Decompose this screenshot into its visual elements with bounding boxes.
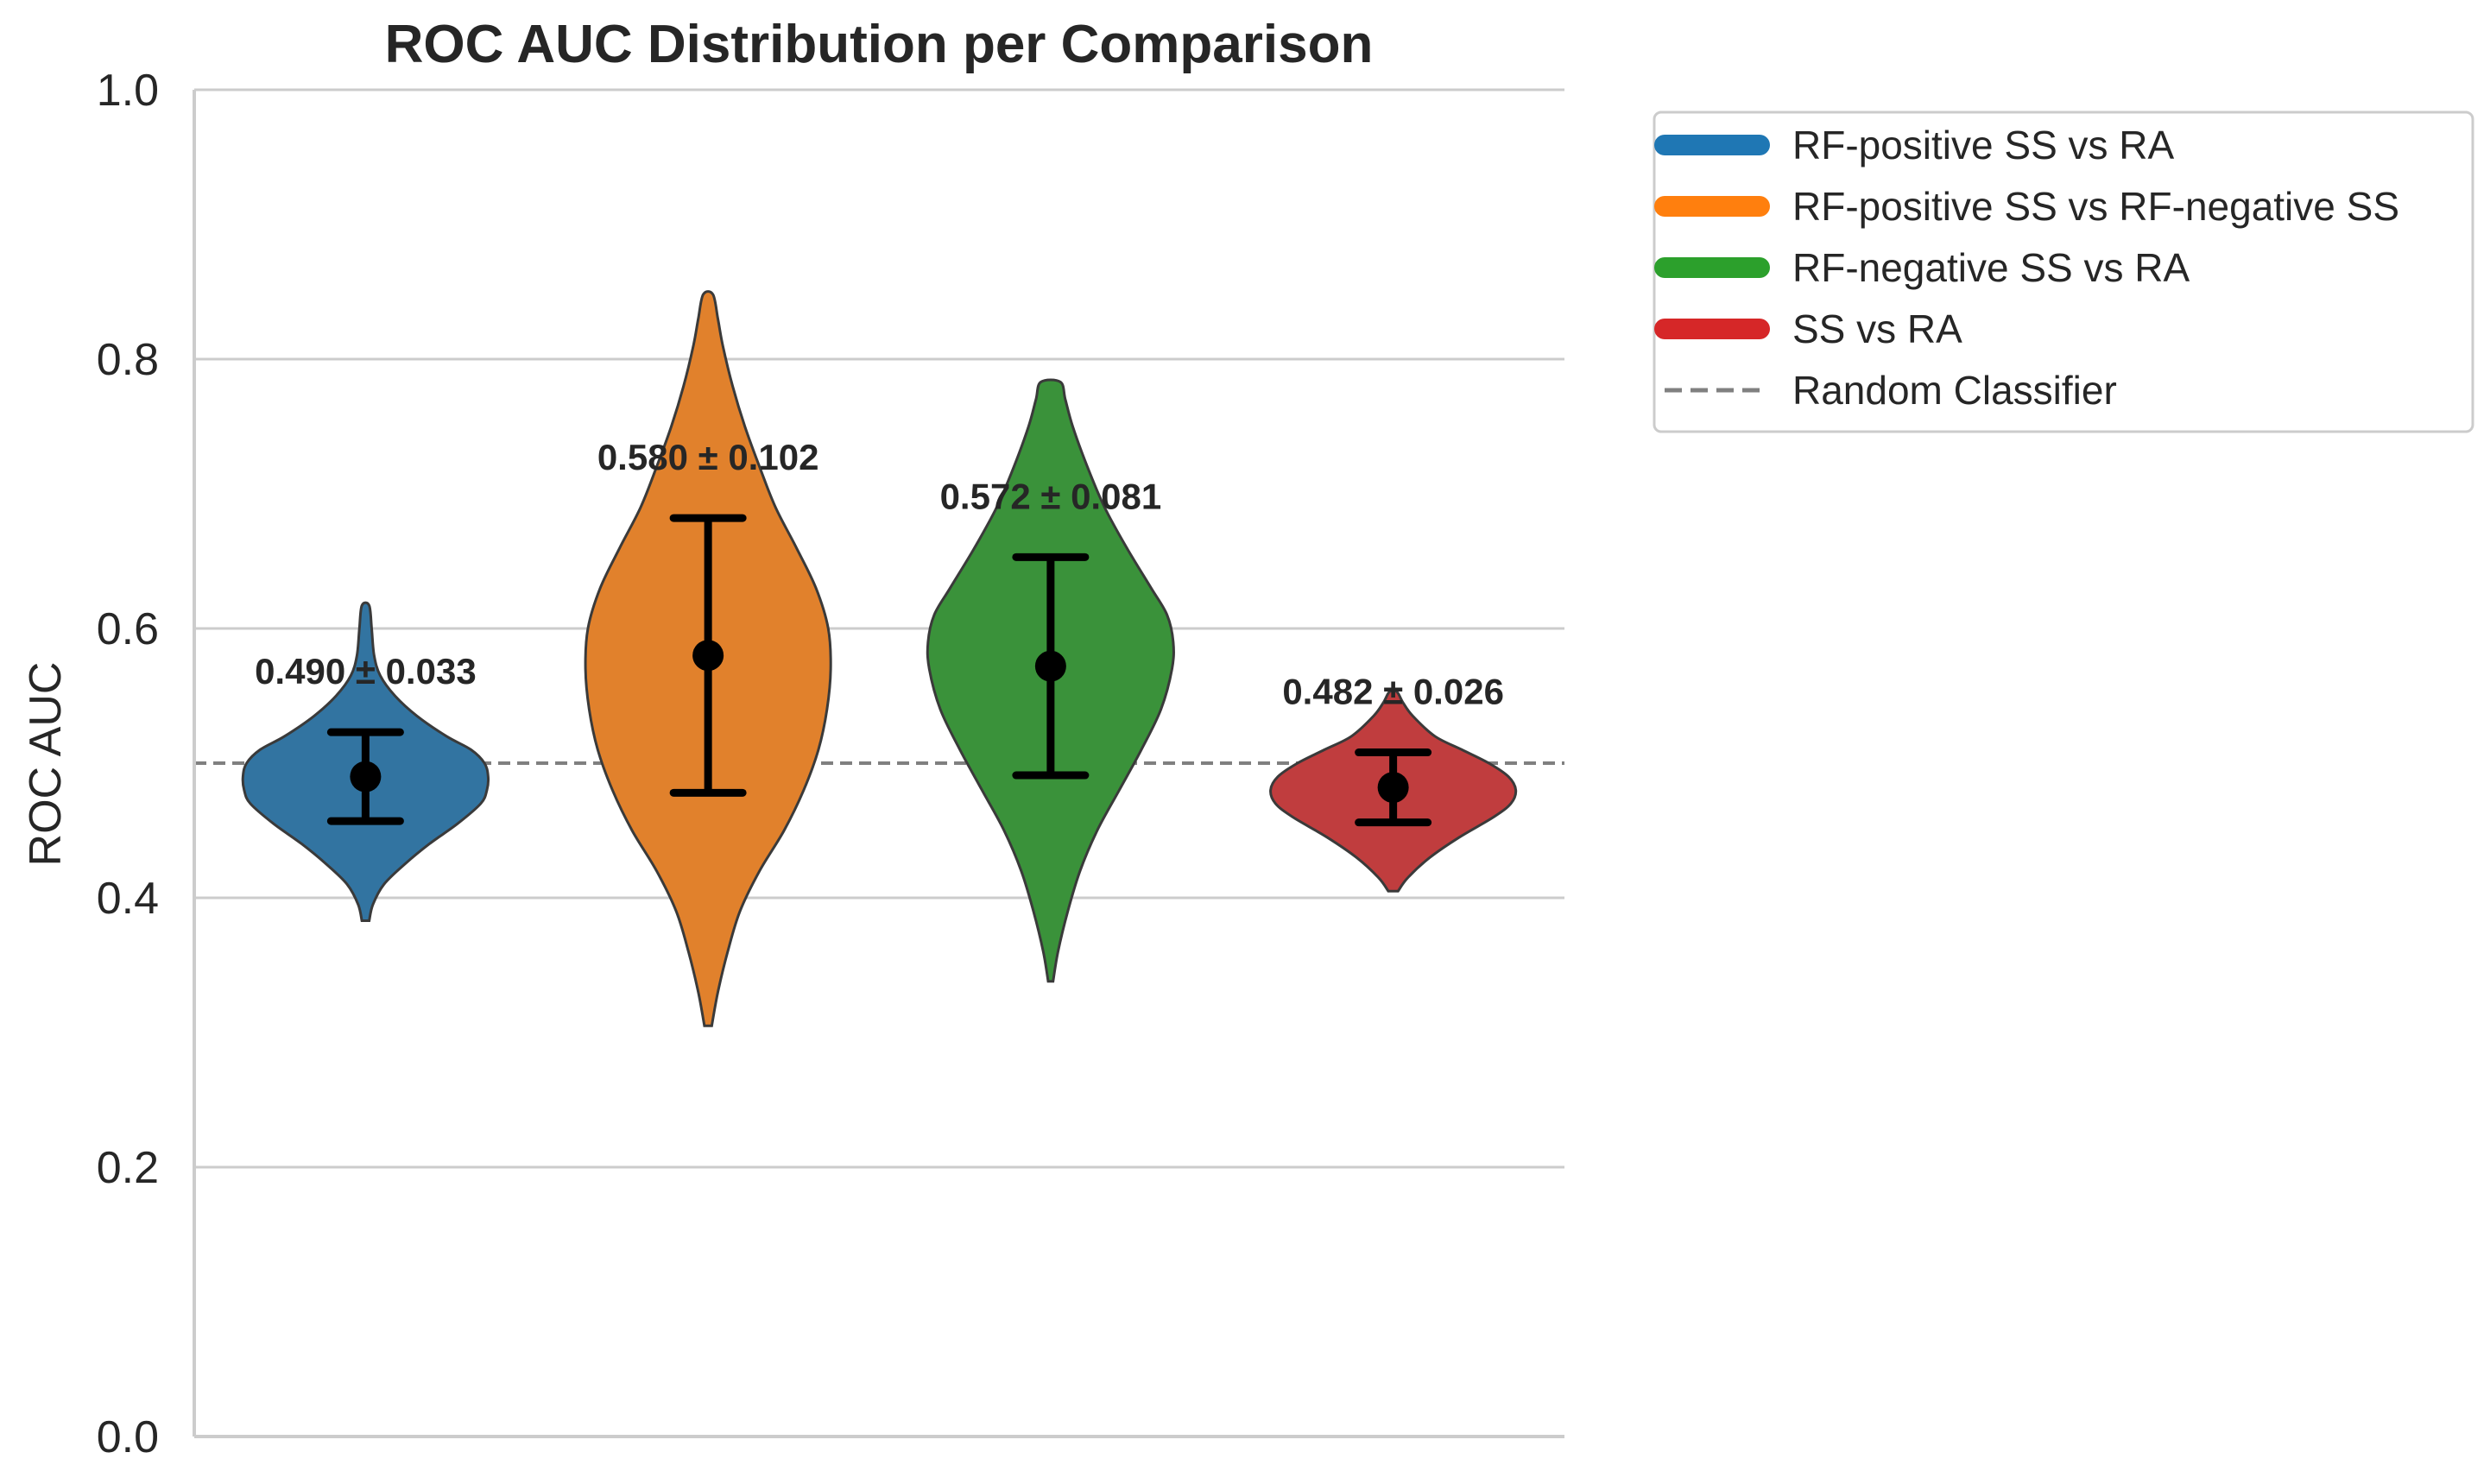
y-tick-label: 0.6 [97, 604, 159, 654]
mean-std-label: 0.490 ± 0.033 [255, 651, 477, 691]
y-tick-label: 0.0 [97, 1412, 159, 1462]
y-tick-label: 0.8 [97, 335, 159, 385]
y-axis-label: ROC AUC [21, 662, 71, 867]
legend-frame [1653, 111, 2474, 433]
mean-std-label: 0.482 ± 0.026 [1282, 672, 1504, 712]
mean-std-label: 0.580 ± 0.102 [597, 437, 819, 477]
legend-label: Random Classifier [1792, 368, 2117, 413]
y-tick-label: 1.0 [97, 66, 159, 116]
legend: RF-positive SS vs RA RF-positive SS vs RF… [1653, 111, 2474, 433]
legend-label: RF-negative SS vs RA [1792, 245, 2190, 290]
error-bars [326, 514, 1432, 827]
mean-marker [350, 761, 382, 793]
y-tick-label: 0.4 [97, 874, 159, 924]
mean-std-label: 0.572 ± 0.081 [940, 476, 1162, 516]
mean-marker [1034, 650, 1066, 682]
chart-title: ROC AUC Distribution per Comparison [385, 15, 1374, 74]
mean-marker [1377, 772, 1409, 804]
y-axis-ticks: 0.0 0.2 0.4 0.6 0.8 1.0 [97, 66, 159, 1462]
legend-label: SS vs RA [1792, 306, 1962, 351]
legend-label: RF-positive SS vs RA [1792, 123, 2175, 167]
legend-label: RF-positive SS vs RF-negative SS [1792, 184, 2399, 229]
mean-marker [692, 640, 724, 672]
mean-std-labels: 0.490 ± 0.033 0.580 ± 0.102 0.572 ± 0.081 0… [255, 437, 1504, 711]
y-tick-label: 0.2 [97, 1143, 159, 1193]
